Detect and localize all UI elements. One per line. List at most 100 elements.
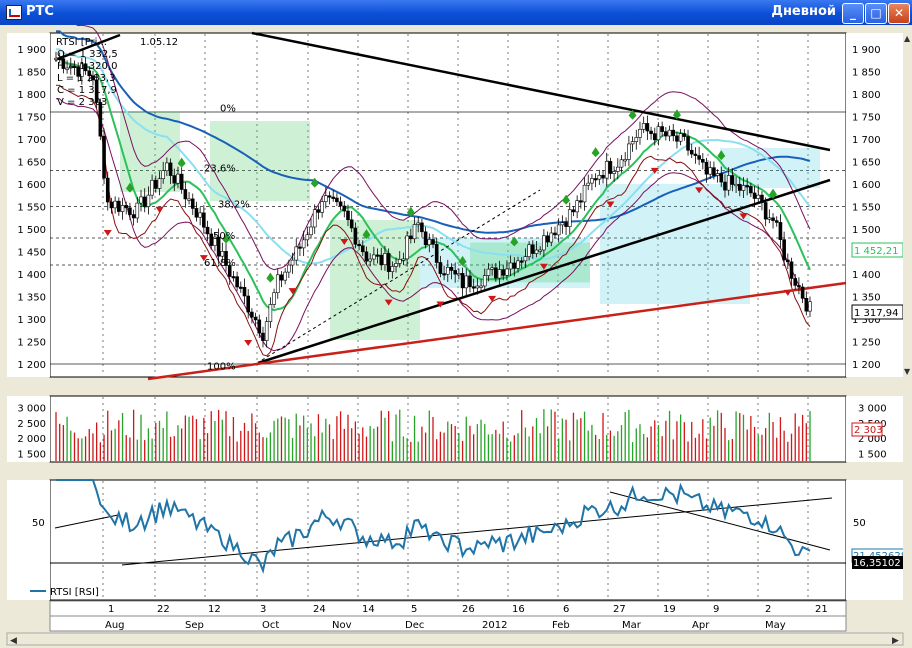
price-tick-right: 1 800 xyxy=(852,90,881,101)
price-scrollbar[interactable] xyxy=(903,33,912,377)
price-tick-right: 1 500 xyxy=(852,225,881,236)
candle-body xyxy=(224,251,228,266)
fib-label: 61,8% xyxy=(204,258,236,269)
time-day-label: 14 xyxy=(362,604,375,615)
ma-cyan-line xyxy=(55,48,811,265)
candle-body xyxy=(194,208,199,218)
buy-arrow-icon xyxy=(310,177,319,188)
price-panel[interactable]: 0% 23,6% 38,2% 50% 61,8% 100% 1 900 1 850 1 800… xyxy=(7,25,912,381)
horizontal-scrollbar[interactable] xyxy=(6,632,904,646)
candle-body xyxy=(630,141,635,145)
candle-body xyxy=(272,292,276,305)
price-tick-right: 1 550 xyxy=(852,203,881,214)
candle-body xyxy=(442,273,446,276)
price-tick-left: 1 600 xyxy=(17,180,46,191)
sell-arrow-icon xyxy=(155,206,164,213)
maximize-button[interactable]: □ xyxy=(865,3,887,24)
time-day-label: 6 xyxy=(563,604,569,615)
candle-body xyxy=(612,171,616,174)
candle-body xyxy=(275,274,280,294)
candle-body xyxy=(146,194,151,207)
volume-last-label: 2 303 xyxy=(854,425,883,436)
time-month-label: Dec xyxy=(405,620,424,631)
sell-arrow-icon xyxy=(539,263,548,270)
candle-body xyxy=(726,175,731,191)
candle-body xyxy=(660,126,664,132)
price-tick-right: 1 650 xyxy=(852,158,881,169)
rsi-marker-b: 16,35102 xyxy=(852,556,904,569)
candle-body xyxy=(678,133,683,142)
candle-body xyxy=(72,65,77,69)
candle-body xyxy=(142,196,147,207)
price-tick-right: 1 700 xyxy=(852,135,881,146)
scroll-left-icon[interactable]: ◀ xyxy=(10,636,17,646)
candle-body xyxy=(508,262,513,270)
price-tick-left: 1 400 xyxy=(17,270,46,281)
time-day-label: 26 xyxy=(462,604,475,615)
candle-body xyxy=(168,162,173,176)
candle-body xyxy=(623,159,627,162)
candle-body xyxy=(767,217,772,220)
trend-lines[interactable] xyxy=(54,31,847,381)
price-tick-left: 1 700 xyxy=(17,135,46,146)
chart-area[interactable]: 0% 23,6% 38,2% 50% 61,8% 100% 1 900 1 850 1 800… xyxy=(0,25,912,648)
candle-body xyxy=(153,179,158,189)
sell-arrow-icon xyxy=(199,255,208,262)
fib-label: 100% xyxy=(207,361,236,372)
price-tick-left: 1 650 xyxy=(17,158,46,169)
candle-body xyxy=(375,254,380,257)
support-trendline xyxy=(257,178,831,365)
buy-arrow-icon xyxy=(510,236,519,247)
candle-body xyxy=(475,285,480,289)
volume-tick-right: 1 500 xyxy=(858,449,887,460)
time-day-label: 1 xyxy=(108,604,114,615)
scroll-up-icon[interactable]: ▲ xyxy=(904,34,911,43)
rsi-scrollbar[interactable] xyxy=(903,480,912,600)
time-month-label: Mar xyxy=(622,620,642,631)
volume-scrollbar[interactable] xyxy=(903,396,912,462)
rsi-plot-background xyxy=(49,479,847,601)
price-axis-right: 1 900 1 850 1 800 1 750 1 700 1 650 1 600 1 550… xyxy=(852,45,881,371)
price-tick-right: 1 850 xyxy=(852,68,881,79)
candle-body xyxy=(671,129,676,137)
candle-body xyxy=(675,135,679,142)
price-tick-right: 1 750 xyxy=(852,113,881,124)
rsi-legend-label: RTSI [RSI] xyxy=(50,587,99,598)
time-day-label: 22 xyxy=(157,604,170,615)
candle-body xyxy=(423,231,428,246)
candle-body xyxy=(261,332,265,341)
close-button[interactable]: ✕ xyxy=(888,3,910,24)
candle-body xyxy=(135,202,140,219)
sell-arrow-icon xyxy=(650,167,659,174)
candle-body xyxy=(434,244,439,263)
candle-body xyxy=(586,182,591,186)
candle-body xyxy=(312,209,317,228)
candle-body xyxy=(749,186,753,194)
candle-body xyxy=(490,267,494,270)
dashed-trendline xyxy=(261,189,541,361)
candle-body xyxy=(68,65,73,69)
candle-body xyxy=(209,233,214,246)
candle-body xyxy=(397,259,402,264)
time-day-label: 5 xyxy=(411,604,417,615)
scroll-right-icon[interactable]: ▶ xyxy=(892,636,899,646)
candle-body xyxy=(652,133,657,141)
price-tick-right: 1 200 xyxy=(852,360,881,371)
price-tick-left: 1 200 xyxy=(17,360,46,371)
volume-panel[interactable]: 3 000 2 500 2 000 1 500 3 000 2 500 2 000 1 50… xyxy=(7,395,912,463)
candle-body xyxy=(335,197,339,203)
volume-bars xyxy=(55,409,811,461)
candle-body xyxy=(386,253,391,272)
candle-body xyxy=(538,249,542,252)
candle-body xyxy=(804,298,809,312)
window-titlebar[interactable]: РТС Дневной _ □ ✕ xyxy=(0,0,912,25)
candle-body xyxy=(741,185,746,191)
minimize-button[interactable]: _ xyxy=(842,3,864,24)
candle-body xyxy=(760,194,764,203)
rsi-panel[interactable]: 50 50 21,452628 16,35102 RTSI [RSI] xyxy=(7,479,912,601)
candle-body xyxy=(305,234,310,241)
rsi-legend: RTSI [RSI] xyxy=(30,587,99,598)
price-tick-left: 1 900 xyxy=(17,45,46,56)
scroll-down-icon[interactable]: ▼ xyxy=(904,367,911,376)
candle-body xyxy=(316,209,321,213)
